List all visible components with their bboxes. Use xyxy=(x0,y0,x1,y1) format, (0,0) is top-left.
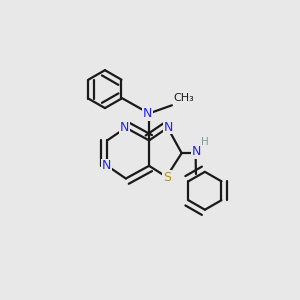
Text: H: H xyxy=(201,137,208,147)
Text: CH₃: CH₃ xyxy=(174,94,194,103)
Text: N: N xyxy=(191,145,201,158)
Text: N: N xyxy=(164,121,173,134)
Text: S: S xyxy=(163,171,171,184)
Text: N: N xyxy=(142,107,152,120)
Text: N: N xyxy=(120,121,129,134)
Text: N: N xyxy=(101,159,111,172)
